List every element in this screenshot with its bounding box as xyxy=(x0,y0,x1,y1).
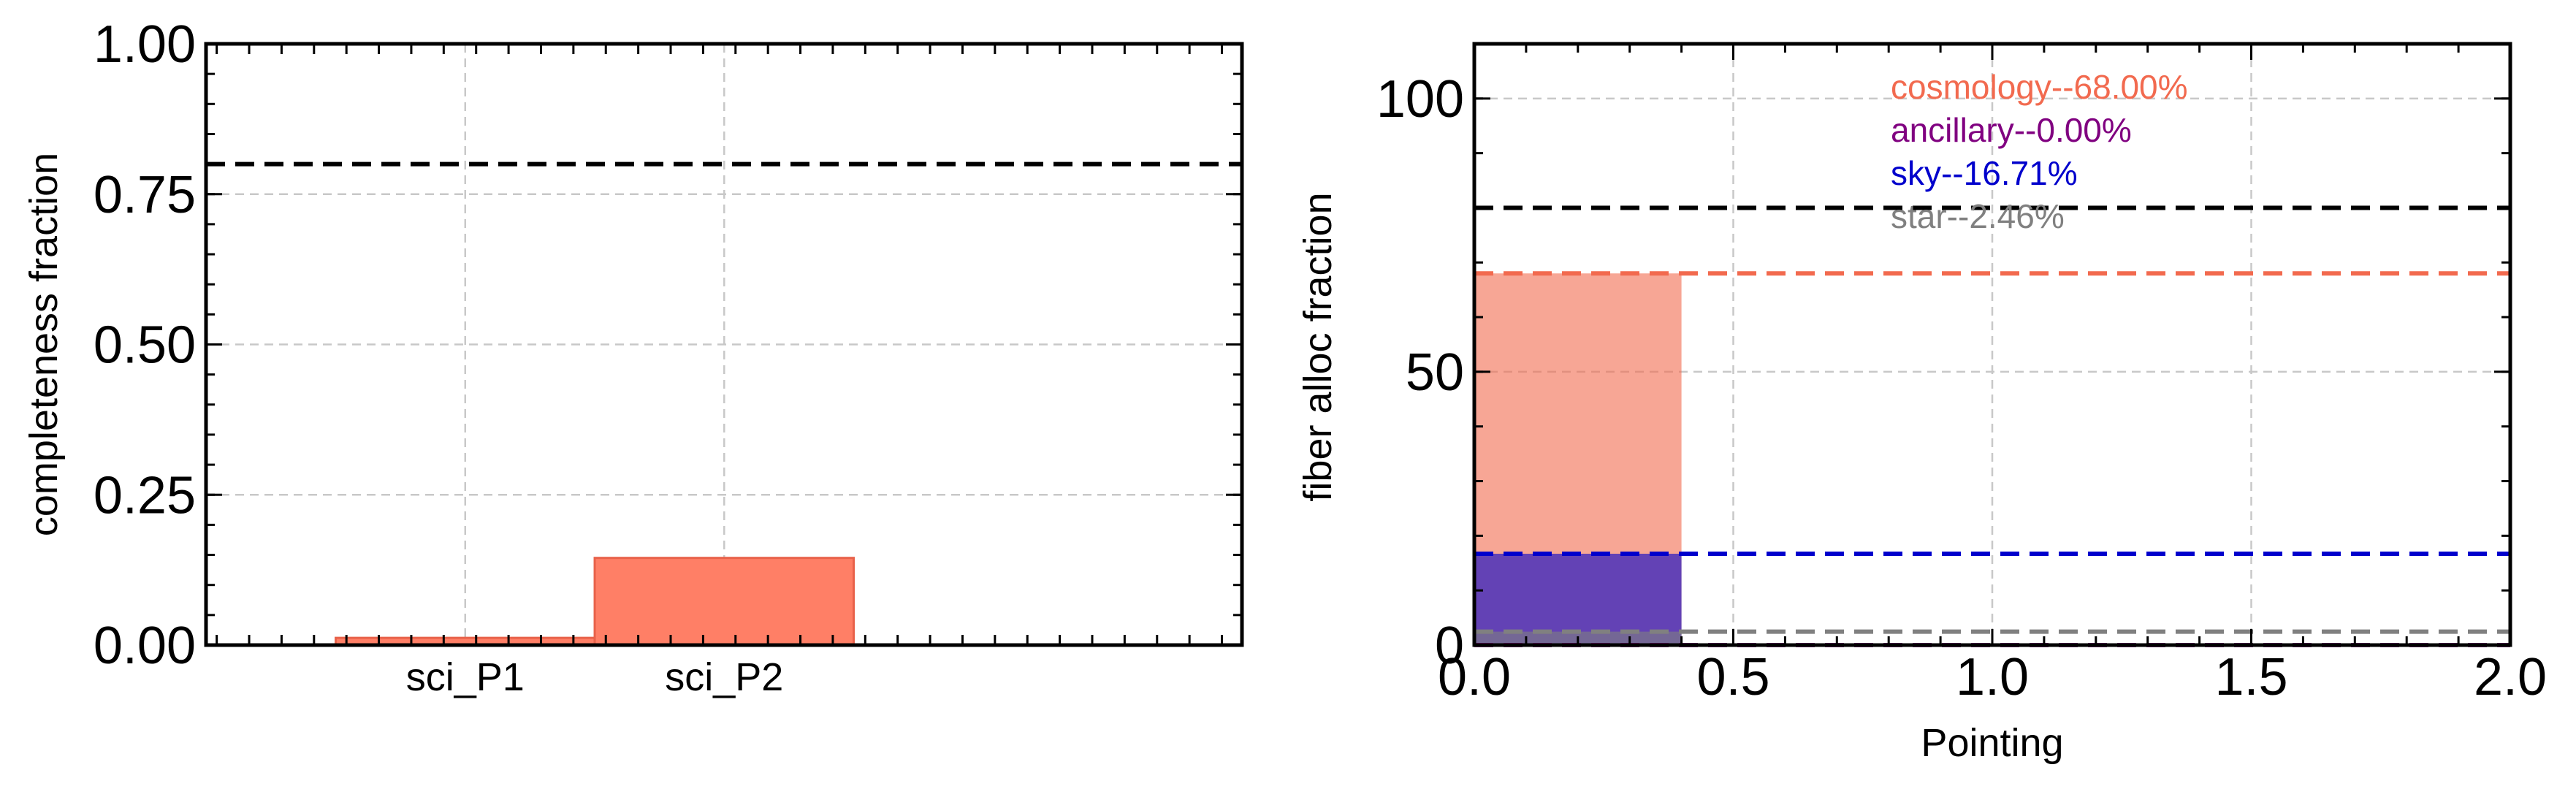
x-tick-label: 0.5 xyxy=(1696,648,1769,706)
x-tick-label: 1.5 xyxy=(2214,648,2287,706)
x-tick-label: 0.0 xyxy=(1438,648,1511,706)
legend-entry: ancillary--0.00% xyxy=(1891,111,2132,149)
y-tick-label: 0.00 xyxy=(94,617,196,675)
y-tick-label: 0.75 xyxy=(94,166,196,224)
y-tick-label: 0.25 xyxy=(94,466,196,525)
bar-sci_P2 xyxy=(593,557,856,647)
y-tick-label: 1.00 xyxy=(94,15,196,74)
x-tick-label: 1.0 xyxy=(1956,648,2029,706)
x-tick-label: 2.0 xyxy=(2474,648,2547,706)
completeness-panel: 0.00 0.25 0.50 0.75 1.00 sci_P1 sci_P2 complete… xyxy=(22,15,1244,699)
fiber-alloc-panel: cosmology--68.00% ancillary--0.00% sky--16… xyxy=(1296,42,2547,765)
category-label: sci_P2 xyxy=(665,655,783,699)
y-axis-label: completeness fraction xyxy=(22,153,66,536)
category-label: sci_P1 xyxy=(406,655,525,699)
y-tick-label: 0.50 xyxy=(94,316,196,375)
legend-entry: sky--16.71% xyxy=(1891,154,2078,192)
legend-entry: star--2.46% xyxy=(1891,197,2065,235)
y-tick-label: 0 xyxy=(1435,617,1464,675)
y-tick-label: 50 xyxy=(1406,343,1464,402)
y-tick-label: 100 xyxy=(1376,70,1464,129)
y-axis-label: fiber alloc fraction xyxy=(1296,192,1340,501)
legend-entry: cosmology--68.00% xyxy=(1891,68,2188,106)
x-axis-label: Pointing xyxy=(1921,721,2063,765)
